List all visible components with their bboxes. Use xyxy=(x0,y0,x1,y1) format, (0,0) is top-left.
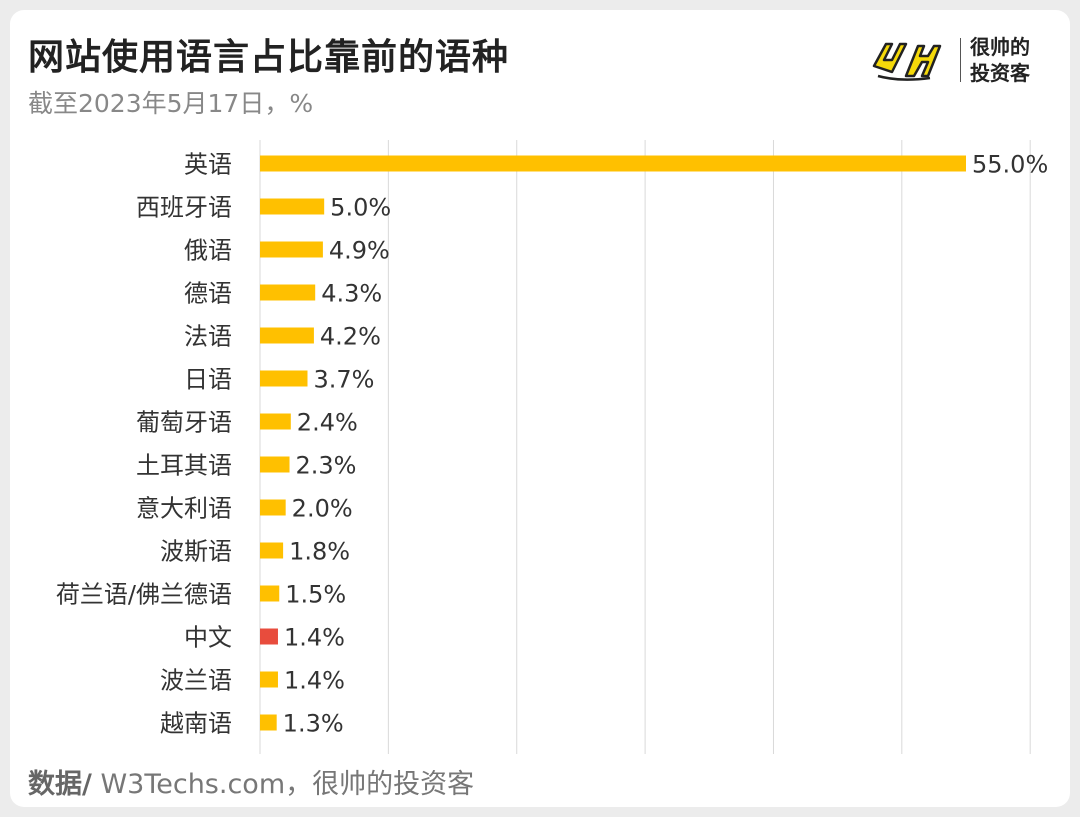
value-label: 55.0% xyxy=(972,151,1048,179)
value-label: 5.0% xyxy=(330,194,391,222)
value-labels: 55.0% 5.0% 4.9% 4.3% 4.2% 3.7% 2.4% 2.3% 2.0% 1.8… xyxy=(283,151,1049,738)
brand-name: 很帅的 投资客 xyxy=(970,34,1050,86)
bar xyxy=(260,628,278,645)
category-label: 土耳其语 xyxy=(136,452,232,480)
category-label: 英语 xyxy=(184,151,232,179)
category-label: 法语 xyxy=(184,323,232,351)
value-label: 2.3% xyxy=(296,452,357,480)
grid-lines xyxy=(259,140,1031,754)
value-label: 4.9% xyxy=(329,237,390,265)
category-label: 西班牙语 xyxy=(136,194,232,222)
bar-chart: 英语西班牙语俄语德语法语日语葡萄牙语土耳其语意大利语波斯语荷兰语/佛兰德语中文波… xyxy=(56,140,1049,754)
value-label: 1.3% xyxy=(283,710,344,738)
brand-name-line2: 投资客 xyxy=(970,61,1030,85)
value-label: 4.2% xyxy=(320,323,381,351)
value-label: 1.8% xyxy=(289,538,350,566)
value-label: 2.0% xyxy=(292,495,353,523)
bar xyxy=(260,413,291,430)
bar xyxy=(260,327,314,344)
brand-mark-icon xyxy=(872,42,942,81)
category-label: 波斯语 xyxy=(160,538,232,566)
bar xyxy=(260,370,308,387)
category-label: 波兰语 xyxy=(160,667,232,695)
bar xyxy=(260,542,284,559)
bar xyxy=(260,198,325,215)
chart-card: 网站使用语言占比靠前的语种 截至2023年5月17日，% 很帅的 投资客 英语西… xyxy=(10,10,1070,807)
source-text: W3Techs.com，很帅的投资客 xyxy=(91,769,475,800)
bar xyxy=(260,585,280,602)
bar xyxy=(260,456,290,473)
category-label: 越南语 xyxy=(160,710,232,738)
category-labels: 英语西班牙语俄语德语法语日语葡萄牙语土耳其语意大利语波斯语荷兰语/佛兰德语中文波… xyxy=(56,151,232,738)
value-label: 1.4% xyxy=(284,624,345,652)
category-label: 德语 xyxy=(184,280,232,308)
category-label: 意大利语 xyxy=(136,495,232,523)
bar xyxy=(260,241,323,258)
source-note: 数据/ W3Techs.com，很帅的投资客 xyxy=(28,762,474,801)
category-label: 中文 xyxy=(184,624,232,652)
category-label: 日语 xyxy=(184,366,232,394)
bar xyxy=(260,284,316,301)
brand-name-line1: 很帅的 xyxy=(970,35,1030,59)
category-label: 俄语 xyxy=(184,237,232,265)
brand-logo: 很帅的 投资客 xyxy=(870,32,1050,92)
chart-subtitle: 截至2023年5月17日，% xyxy=(28,89,314,118)
value-label: 1.4% xyxy=(284,667,345,695)
bar xyxy=(260,155,966,172)
bar xyxy=(260,499,286,516)
value-label: 3.7% xyxy=(313,366,374,394)
bar xyxy=(260,671,278,688)
bar xyxy=(260,714,277,731)
logo-separator xyxy=(960,38,961,82)
bars xyxy=(260,155,966,731)
category-label: 葡萄牙语 xyxy=(136,409,232,437)
chart-title: 网站使用语言占比靠前的语种 xyxy=(28,37,510,78)
source-label: 数据/ xyxy=(28,769,92,800)
value-label: 2.4% xyxy=(297,409,358,437)
value-label: 1.5% xyxy=(285,581,346,609)
value-label: 4.3% xyxy=(321,280,382,308)
category-label: 荷兰语/佛兰德语 xyxy=(56,581,232,609)
